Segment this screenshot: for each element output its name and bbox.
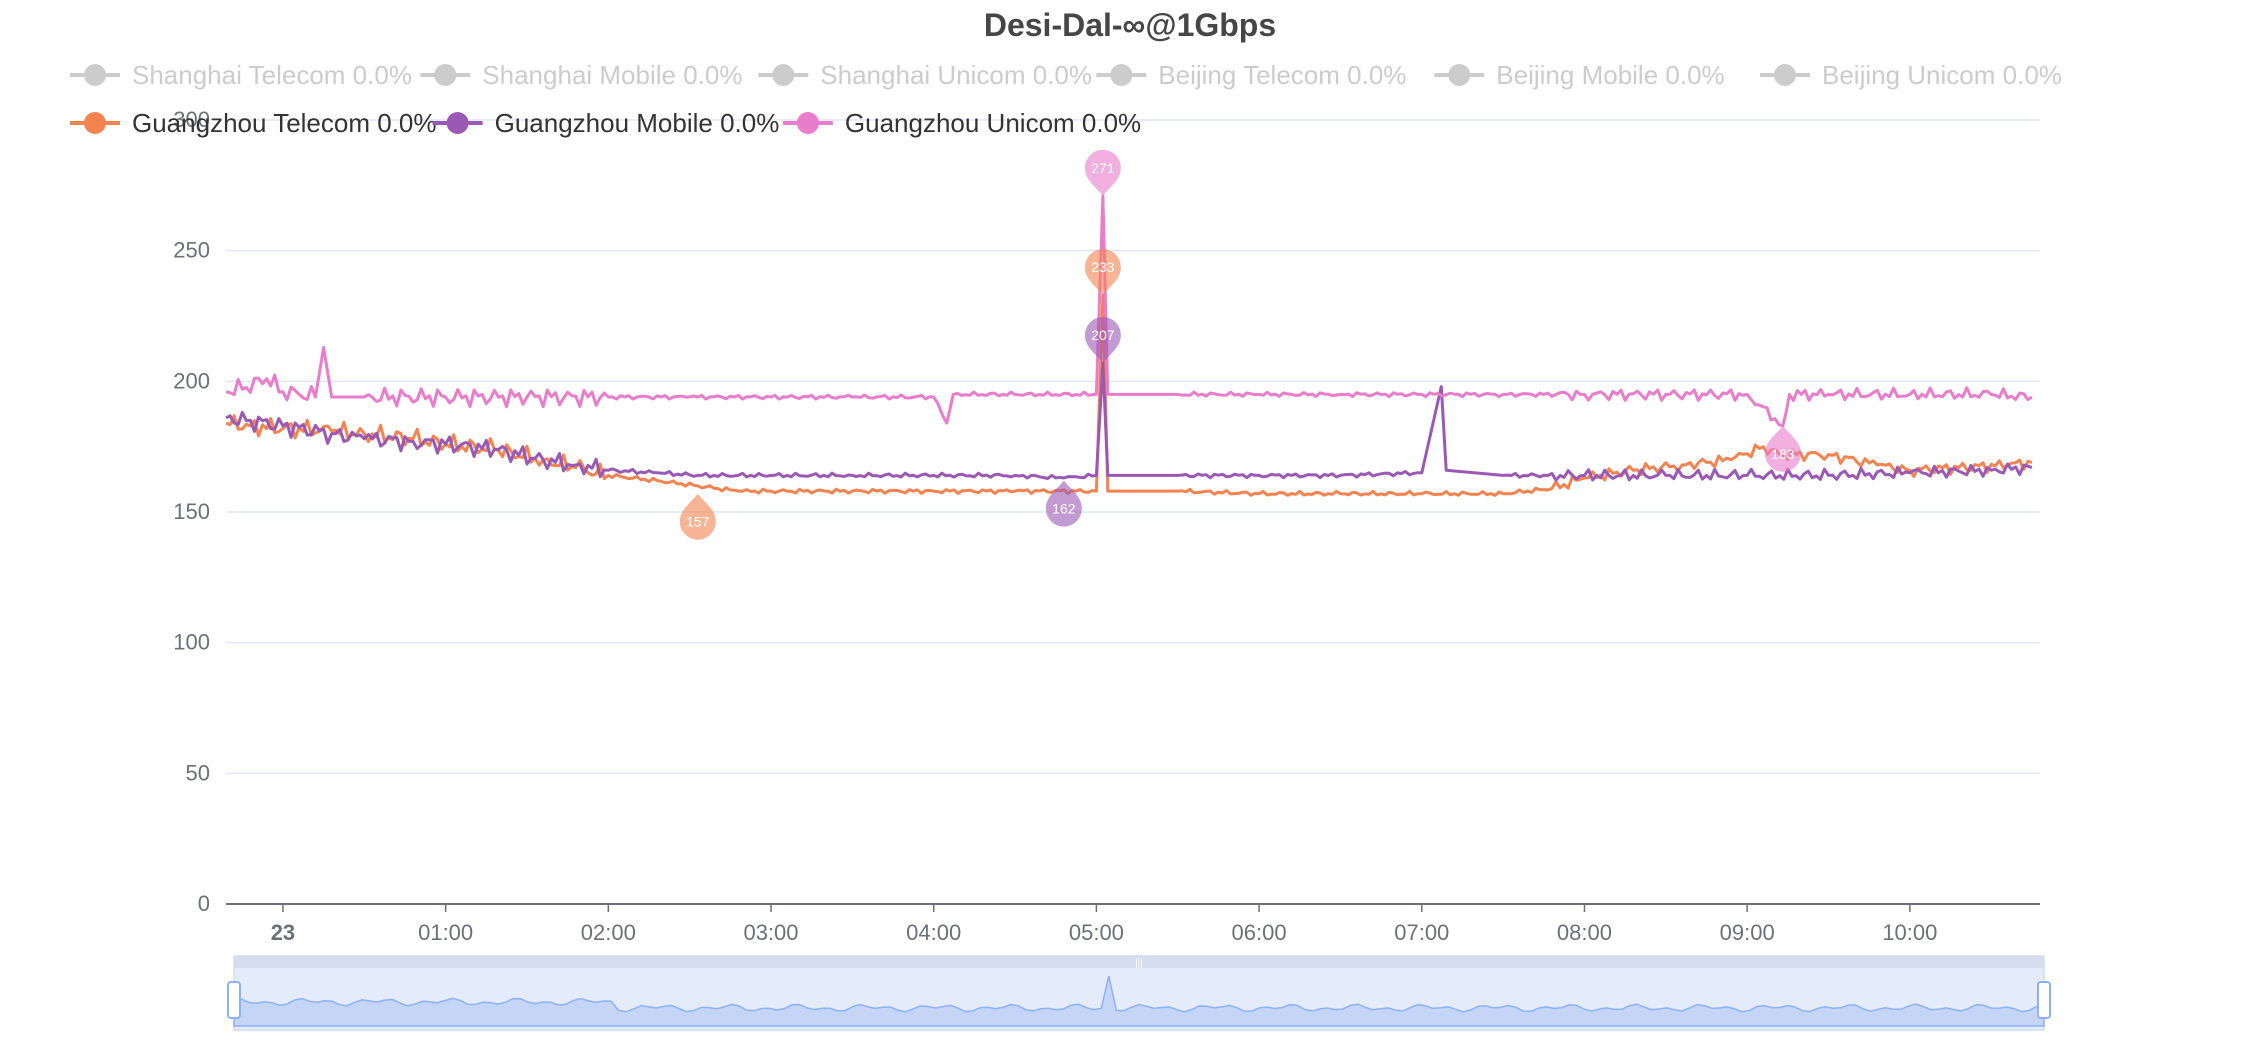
marker-pin	[1084, 317, 1121, 364]
x-tick-label: 10:00	[1882, 920, 1937, 945]
marker-pin	[1045, 480, 1082, 527]
legend-item[interactable]: Shanghai Mobile 0.0%	[420, 60, 742, 90]
marker-pin	[679, 493, 716, 540]
marker-label: 207	[1091, 327, 1115, 343]
series-line-2	[225, 361, 2033, 482]
x-tick-label: 09:00	[1720, 920, 1775, 945]
legend-label: Beijing Unicom 0.0%	[1822, 60, 2062, 90]
y-tick-label: 0	[198, 891, 210, 916]
legend-label: Guangzhou Telecom 0.0%	[132, 108, 437, 138]
y-tick-label: 300	[173, 107, 210, 132]
marker-min: 162	[1045, 480, 1082, 527]
axes: 0 50 100 150 200 250 300 23 01:00 02:00 03:00 04:00…	[173, 107, 2040, 945]
marker-pin	[1764, 425, 1801, 472]
legend-dot-icon	[1774, 64, 1796, 86]
marker-max: 233	[1084, 249, 1121, 296]
marker-max: 271	[1084, 149, 1121, 196]
legend-item[interactable]: Shanghai Unicom 0.0%	[758, 60, 1092, 90]
chart-title: Desi-Dal-∞@1Gbps	[984, 7, 1276, 43]
zoom-move-handle[interactable]	[234, 956, 2044, 968]
data-zoom-slider[interactable]: |||	[227, 955, 2051, 1031]
zoom-left-handle[interactable]	[227, 981, 241, 1019]
legend-item[interactable]: Guangzhou Telecom 0.0%	[70, 108, 437, 138]
x-tick-label: 01:00	[418, 920, 473, 945]
legend-dot-icon	[796, 112, 819, 134]
x-tick-label: 04:00	[906, 920, 961, 945]
legend-label: Guangzhou Unicom 0.0%	[845, 108, 1141, 138]
legend-label: Beijing Mobile 0.0%	[1496, 60, 1724, 90]
legend-dot-icon	[1110, 64, 1133, 86]
legend-dot-icon	[84, 112, 106, 134]
legend-item[interactable]: Guangzhou Unicom 0.0%	[782, 108, 1141, 138]
extreme-markers: 157 233 162 207 183 271	[679, 149, 1801, 540]
marker-min: 157	[679, 493, 716, 540]
legend-dot-icon	[84, 64, 106, 86]
legend-item[interactable]: Beijing Unicom 0.0%	[1760, 60, 2062, 90]
x-tick-label: 06:00	[1232, 920, 1287, 945]
legend-label: Shanghai Telecom 0.0%	[132, 60, 412, 90]
legend-item[interactable]: Shanghai Telecom 0.0%	[70, 60, 412, 90]
zoom-right-handle[interactable]	[2037, 981, 2051, 1019]
legend-label: Shanghai Mobile 0.0%	[482, 60, 742, 90]
legend-item[interactable]: Beijing Telecom 0.0%	[1096, 60, 1406, 90]
marker-label: 233	[1091, 259, 1115, 275]
legend-dot-icon	[1448, 64, 1471, 86]
y-tick-label: 150	[173, 499, 210, 524]
y-tick-label: 200	[173, 368, 210, 393]
marker-max: 207	[1084, 317, 1121, 364]
y-tick-label: 100	[173, 630, 210, 655]
legend-label: Shanghai Unicom 0.0%	[820, 60, 1092, 90]
zoom-overview	[233, 975, 2045, 1027]
marker-pin	[1084, 149, 1121, 196]
x-tick-label: 05:00	[1069, 920, 1124, 945]
marker-min: 183	[1764, 425, 1801, 472]
marker-pin	[1084, 249, 1121, 296]
y-tick-label: 250	[173, 238, 210, 263]
series-line-1	[225, 293, 2033, 497]
marker-label: 271	[1091, 160, 1115, 176]
zoom-grip-icon: |||	[1135, 958, 1143, 969]
legend-item[interactable]: Guangzhou Mobile 0.0%	[432, 108, 780, 138]
legend-dot-icon	[434, 64, 457, 86]
marker-label: 183	[1771, 446, 1795, 462]
legend[interactable]: Shanghai Telecom 0.0% Shanghai Mobile 0.0…	[70, 60, 2062, 138]
x-tick-label: 08:00	[1557, 920, 1612, 945]
legend-dot-icon	[446, 112, 469, 134]
grid-lines	[226, 119, 2040, 775]
legend-item[interactable]: Beijing Mobile 0.0%	[1434, 60, 1725, 90]
x-tick-label: 07:00	[1394, 920, 1449, 945]
x-tick-label: 03:00	[743, 920, 798, 945]
legend-label: Guangzhou Mobile 0.0%	[495, 108, 780, 138]
y-tick-label: 50	[186, 760, 210, 785]
legend-label: Beijing Telecom 0.0%	[1158, 60, 1406, 90]
x-tick-label: 02:00	[581, 920, 636, 945]
x-tick-label: 23	[271, 920, 295, 945]
series-lines	[225, 194, 2033, 497]
series-line-3	[225, 194, 2033, 428]
legend-dot-icon	[772, 64, 795, 86]
marker-label: 162	[1052, 501, 1076, 517]
marker-label: 157	[686, 514, 710, 530]
